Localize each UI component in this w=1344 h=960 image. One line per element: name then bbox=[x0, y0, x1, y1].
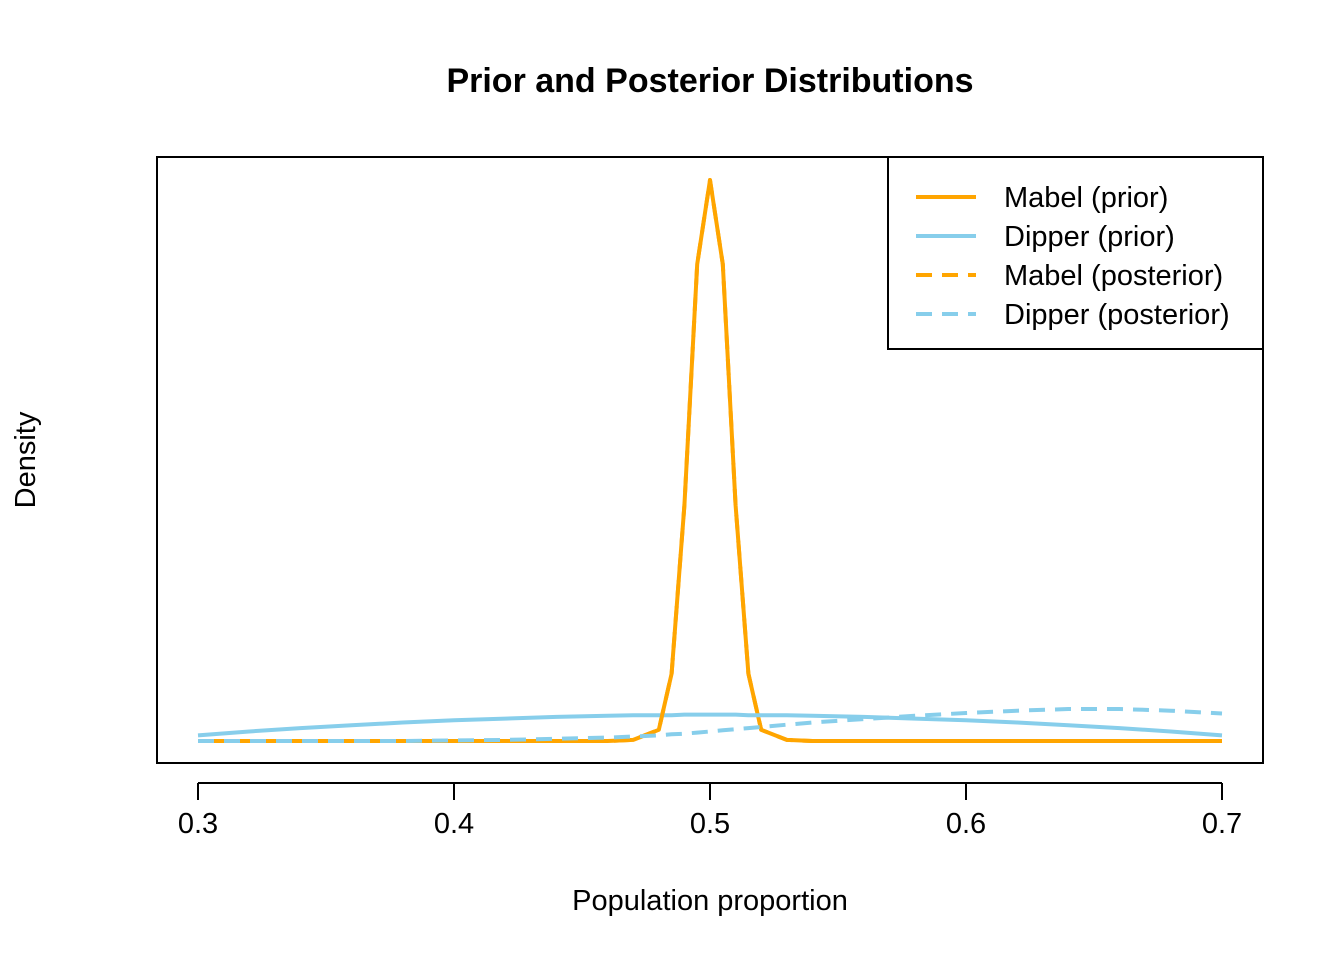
legend-label-mabel-prior: Mabel (prior) bbox=[1004, 182, 1168, 214]
series-lines bbox=[197, 178, 1223, 743]
legend-label-dipper-posterior: Dipper (posterior) bbox=[1004, 299, 1230, 331]
plot-frame bbox=[156, 156, 1264, 764]
y-axis-label: Density bbox=[10, 411, 42, 508]
legend: Mabel (prior) Dipper (prior) Mabel (poster… bbox=[887, 156, 1264, 350]
x-tick-label: 0.4 bbox=[434, 808, 474, 840]
x-tick-label: 0.6 bbox=[946, 808, 986, 840]
legend-label-mabel-posterior: Mabel (posterior) bbox=[1004, 260, 1223, 292]
x-tick-label: 0.7 bbox=[1202, 808, 1242, 840]
series-line-dipper-prior bbox=[197, 712, 1223, 738]
x-tick-label: 0.3 bbox=[178, 808, 218, 840]
legend-label-dipper-prior: Dipper (prior) bbox=[1004, 221, 1175, 253]
legend-box bbox=[887, 156, 1264, 350]
x-axis-label: Population proportion bbox=[572, 885, 848, 917]
legend-items: Mabel (prior) Dipper (prior) Mabel (poster… bbox=[916, 182, 1230, 331]
chart-title: Prior and Posterior Distributions bbox=[446, 62, 973, 100]
x-ticks: 0.3 0.4 0.5 0.6 0.7 bbox=[178, 783, 1242, 840]
series-line-dipper-posterior bbox=[198, 707, 1223, 743]
x-tick-label: 0.5 bbox=[690, 808, 730, 840]
